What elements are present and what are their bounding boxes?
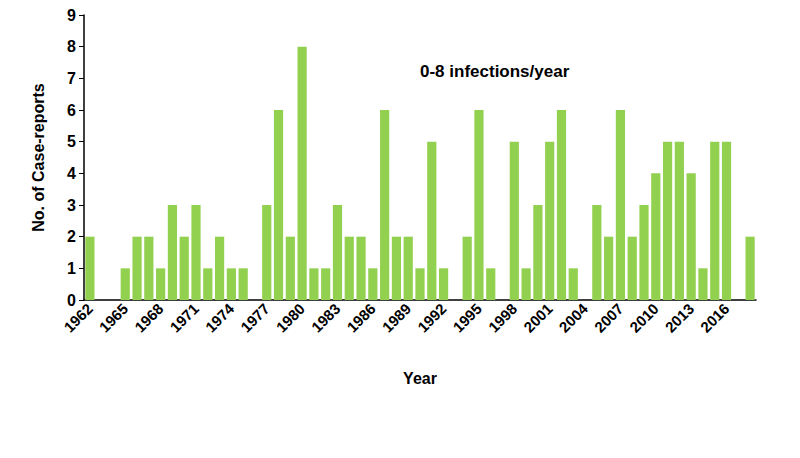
svg-text:1968: 1968 (131, 300, 167, 336)
svg-text:1: 1 (67, 260, 76, 277)
svg-text:1998: 1998 (485, 300, 521, 336)
svg-text:2010: 2010 (626, 300, 662, 336)
svg-text:2004: 2004 (555, 300, 591, 336)
svg-text:Year: Year (403, 370, 437, 387)
svg-text:1986: 1986 (343, 300, 379, 336)
svg-text:1995: 1995 (449, 300, 485, 336)
svg-text:1962: 1962 (60, 300, 96, 336)
svg-text:1989: 1989 (379, 300, 415, 336)
svg-text:1980: 1980 (273, 300, 309, 336)
svg-text:7: 7 (67, 70, 76, 87)
svg-text:No. of Case-reports: No. of Case-reports (30, 83, 47, 232)
svg-text:1974: 1974 (202, 300, 238, 336)
svg-text:4: 4 (67, 165, 76, 182)
svg-text:2007: 2007 (591, 300, 627, 336)
svg-text:8: 8 (67, 38, 76, 55)
svg-text:1983: 1983 (308, 300, 344, 336)
svg-text:1965: 1965 (96, 300, 132, 336)
svg-text:1992: 1992 (414, 300, 450, 336)
svg-text:0: 0 (67, 292, 76, 309)
svg-text:2001: 2001 (520, 300, 556, 336)
svg-text:1971: 1971 (166, 300, 202, 336)
svg-text:2016: 2016 (697, 300, 733, 336)
svg-text:9: 9 (67, 7, 76, 24)
svg-text:2013: 2013 (662, 300, 698, 336)
svg-text:5: 5 (67, 133, 76, 150)
svg-text:6: 6 (67, 102, 76, 119)
svg-text:2: 2 (67, 228, 76, 245)
svg-text:1977: 1977 (237, 300, 273, 336)
svg-text:3: 3 (67, 197, 76, 214)
svg-text:0-8 infections/year: 0-8 infections/year (420, 62, 570, 81)
